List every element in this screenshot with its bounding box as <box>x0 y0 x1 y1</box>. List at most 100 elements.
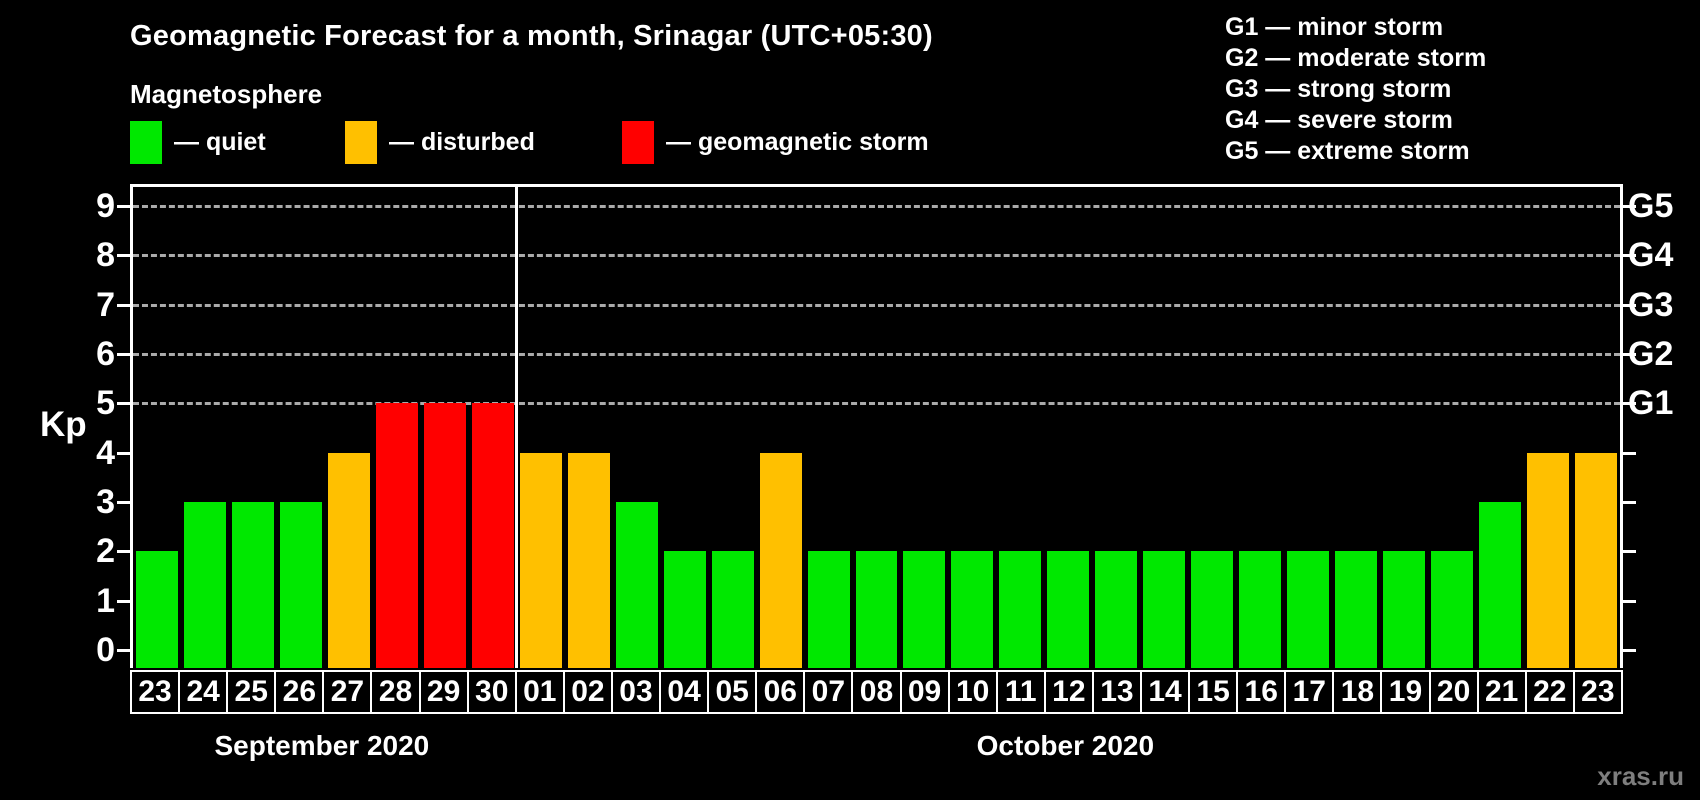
y-tick-label-1: 1 <box>96 581 115 620</box>
day-label-sep-23: 23 <box>130 670 181 714</box>
plot-area: 0 1 2 3 4 5 6 7 8 9 G1 G2 G3 G4 G5 <box>96 184 1673 669</box>
gridline-kp8 <box>133 254 1620 258</box>
y-tick-label-7: 7 <box>96 285 115 324</box>
kp-bar-day-26 <box>279 502 322 668</box>
y-tick-left-2 <box>117 550 130 554</box>
storm-scale-g3: G3 — strong storm <box>1225 75 1452 103</box>
kp-bar-day-09 <box>903 551 946 668</box>
y-tick-label-9: 9 <box>96 187 115 225</box>
watermark: xras.ru <box>1597 761 1684 791</box>
legend-item-disturbed: — disturbed <box>345 121 535 164</box>
storm-scale-g5: G5 — extreme storm <box>1225 137 1470 165</box>
kp-bar-day-24 <box>183 502 226 668</box>
day-label-oct-01: 01 <box>514 670 565 714</box>
day-label-oct-18: 18 <box>1332 670 1383 714</box>
y-tick-label-4: 4 <box>96 433 115 472</box>
y-tick-label-5: 5 <box>96 384 115 423</box>
y-tick-right-0 <box>1623 649 1636 652</box>
day-label-oct-03: 03 <box>610 670 662 714</box>
y-tick-left-8 <box>117 254 130 258</box>
y-tick-left-6 <box>117 353 130 356</box>
x-axis-day-row: 23 24 25 26 27 28 29 30 01 02 03 04 05 06 07 08 09 10 11 12… <box>130 670 1623 714</box>
day-label-oct-11: 11 <box>995 670 1046 714</box>
kp-bar-day-15 <box>1191 551 1234 668</box>
day-label-oct-09: 09 <box>899 670 950 714</box>
legend-item-quiet: — quiet <box>130 121 266 164</box>
y-tick-right-1 <box>1623 599 1636 603</box>
y-tick-label-6: 6 <box>96 335 115 373</box>
day-label-sep-30: 30 <box>466 670 517 714</box>
kp-bar-day-07 <box>807 551 850 668</box>
y-tick-left-9 <box>117 205 130 208</box>
day-label-sep-24: 24 <box>178 670 229 714</box>
day-label-sep-27: 27 <box>322 670 373 714</box>
storm-color-swatch <box>622 121 654 164</box>
kp-bar-day-10 <box>951 551 994 668</box>
g-level-label-g1: G1 <box>1628 384 1674 423</box>
y-tick-left-4 <box>117 451 130 455</box>
day-label-oct-19: 19 <box>1380 670 1431 714</box>
kp-bar-day-04 <box>663 551 706 668</box>
kp-bar-day-17 <box>1287 551 1330 668</box>
month-label-0: September 2020 <box>214 730 430 761</box>
day-label-oct-22: 22 <box>1524 670 1575 714</box>
y-tick-right-8 <box>1623 254 1636 258</box>
day-label-sep-25: 25 <box>226 670 277 714</box>
legend-item-storm: — geomagnetic storm <box>622 121 929 164</box>
kp-bar-day-13 <box>1095 551 1138 668</box>
day-label-oct-08: 08 <box>851 670 902 714</box>
storm-scale-legend: G1 — minor storm G2 — moderate storm G3 … <box>1225 12 1486 167</box>
kp-bar-day-12 <box>1047 551 1090 668</box>
day-label-oct-10: 10 <box>947 670 998 714</box>
legend-label-storm: — geomagnetic storm <box>666 128 929 156</box>
kp-bar-day-27 <box>327 452 370 668</box>
kp-bar-day-22 <box>1527 452 1570 668</box>
y-tick-right-6 <box>1623 353 1636 356</box>
day-label-oct-23: 23 <box>1572 670 1623 714</box>
kp-bar-day-05 <box>711 551 754 668</box>
day-label-oct-13: 13 <box>1091 670 1142 714</box>
y-tick-left-5 <box>117 402 130 406</box>
kp-bar-day-28 <box>375 403 418 668</box>
y-tick-left-0 <box>117 649 130 652</box>
month-separator-line <box>515 187 519 668</box>
y-tick-right-7 <box>1623 303 1636 307</box>
day-label-oct-06: 06 <box>755 670 806 714</box>
g-level-label-g4: G4 <box>1628 236 1674 275</box>
day-label-sep-26: 26 <box>274 670 325 714</box>
storm-scale-g2: G2 — moderate storm <box>1225 44 1487 72</box>
kp-bar-day-03 <box>615 502 658 668</box>
y-tick-label-2: 2 <box>96 532 115 571</box>
day-label-oct-05: 05 <box>707 670 758 714</box>
y-tick-right-2 <box>1623 550 1636 554</box>
day-label-oct-15: 15 <box>1188 670 1239 714</box>
day-label-oct-16: 16 <box>1236 670 1287 714</box>
kp-bar-day-18 <box>1335 551 1378 668</box>
day-label-sep-29: 29 <box>418 670 469 714</box>
day-label-oct-20: 20 <box>1428 670 1479 714</box>
gridline-kp9 <box>133 205 1620 208</box>
y-tick-left-3 <box>117 501 130 504</box>
y-tick-right-3 <box>1623 501 1636 504</box>
kp-bar-day-16 <box>1239 551 1282 668</box>
y-tick-right-9 <box>1623 205 1636 208</box>
legend-label-quiet: — quiet <box>174 128 266 156</box>
day-label-sep-28: 28 <box>370 670 421 714</box>
y-tick-right-5 <box>1623 402 1636 406</box>
gridline-kp5 <box>133 402 1620 406</box>
gridline-kp7 <box>133 303 1620 307</box>
gridline-kp6 <box>133 353 1620 356</box>
kp-bar-day-23 <box>1575 452 1617 668</box>
day-label-oct-04: 04 <box>659 670 710 714</box>
y-tick-label-8: 8 <box>96 236 115 275</box>
kp-bar-day-25 <box>231 502 274 668</box>
g-level-label-g2: G2 <box>1628 335 1674 373</box>
kp-bar-day-06 <box>759 452 802 668</box>
g-level-label-g5: G5 <box>1628 187 1674 225</box>
kp-bar-day-02 <box>567 452 610 668</box>
kp-bar-day-29 <box>423 403 466 668</box>
kp-bar-day-14 <box>1143 551 1186 668</box>
kp-bar-day-30 <box>471 403 514 668</box>
day-label-oct-02: 02 <box>562 670 613 714</box>
y-axis-title: Kp <box>40 405 87 444</box>
